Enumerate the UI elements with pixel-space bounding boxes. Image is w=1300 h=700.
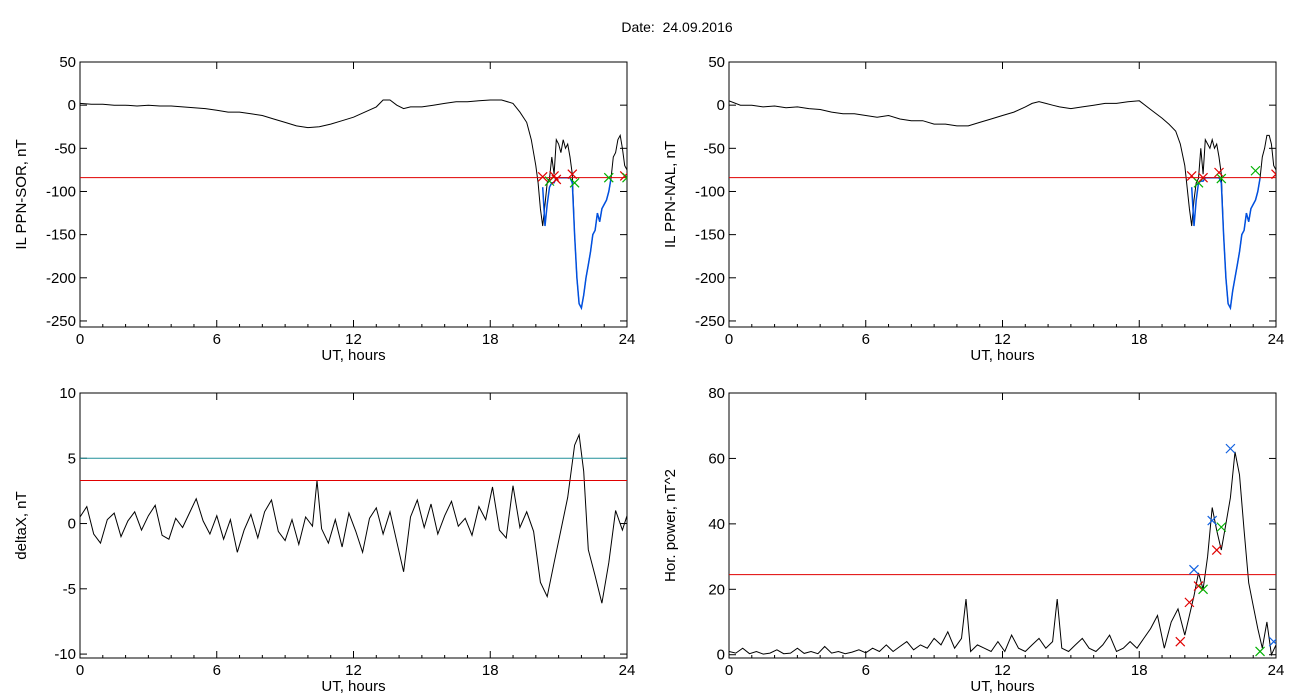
x-tick-label: 24 — [1268, 331, 1285, 348]
y-axis-label: IL PPN-NAL, nT — [662, 141, 679, 248]
plot-area — [729, 443, 1276, 657]
event-marker — [1216, 173, 1227, 184]
plot-area — [80, 432, 627, 604]
event-marker — [551, 174, 562, 185]
chart-panel-2: 0 6 12 18 24 50 0 -50 -100 -150 -200 -250 UT, hours I… — [662, 54, 1284, 364]
x-tick-label: 0 — [725, 331, 733, 348]
event-marker — [1216, 522, 1227, 533]
x-tick-label: 12 — [345, 331, 362, 348]
x-axis-label: UT, hours — [321, 678, 385, 695]
event-marker — [1211, 545, 1222, 555]
x-tick-label: 24 — [619, 331, 636, 348]
y-tick-label: 0 — [717, 97, 725, 114]
plot-frame — [728, 61, 1277, 328]
event-marker — [567, 169, 578, 180]
y-tick-label: 80 — [708, 385, 725, 402]
x-tick-label: 6 — [213, 662, 221, 679]
x-tick-label: 6 — [862, 331, 870, 348]
y-tick-label: -50 — [703, 140, 725, 157]
y-tick-label: 50 — [708, 54, 725, 71]
x-tick-label: 12 — [994, 331, 1011, 348]
x-tick-label: 12 — [345, 662, 362, 679]
event-marker — [537, 171, 548, 182]
x-tick-label: 18 — [482, 662, 499, 679]
y-tick-label: -50 — [54, 140, 76, 157]
event-marker — [1189, 564, 1199, 575]
event-marker — [1225, 443, 1236, 454]
chart-panel-1: 0 6 12 18 24 50 0 -50 -100 -150 -200 -250 UT, hours I… — [13, 54, 635, 364]
x-tick-label: 18 — [1131, 662, 1148, 679]
y-tick-label: -150 — [46, 227, 76, 244]
y-tick-label: -250 — [46, 313, 76, 330]
series-line — [729, 100, 1276, 310]
y-axis-label: deltaX, nT — [13, 491, 30, 559]
ppn-series-line — [541, 176, 612, 311]
y-tick-label: -250 — [695, 313, 725, 330]
y-tick-label: -200 — [695, 270, 725, 287]
series-line — [80, 99, 627, 310]
y-tick-label: 0 — [717, 647, 725, 664]
x-tick-label: 18 — [1131, 331, 1148, 348]
y-tick-label: -10 — [54, 646, 76, 663]
event-marker — [622, 172, 627, 183]
x-axis-label: UT, hours — [970, 678, 1034, 695]
y-tick-label: -5 — [63, 581, 76, 598]
plot-area — [80, 99, 627, 311]
event-marker — [1250, 165, 1261, 176]
event-marker — [569, 177, 580, 188]
y-tick-label: -100 — [695, 183, 725, 200]
y-tick-label: 50 — [59, 54, 76, 71]
y-tick-label: 40 — [708, 516, 725, 533]
y-tick-label: 0 — [68, 516, 76, 533]
y-axis-label: IL PPN-SOR, nT — [13, 139, 30, 249]
event-marker — [1268, 636, 1276, 647]
x-axis-label: UT, hours — [321, 347, 385, 364]
plot-frame — [79, 61, 628, 328]
x-axis-label: UT, hours — [970, 347, 1034, 364]
x-tick-label: 12 — [994, 662, 1011, 679]
x-tick-label: 0 — [725, 662, 733, 679]
y-tick-label: -200 — [46, 270, 76, 287]
y-tick-label: -100 — [46, 183, 76, 200]
ppn-series-line — [1190, 176, 1261, 311]
page-title: Date: 24.09.2016 — [621, 19, 733, 35]
event-marker — [1198, 584, 1208, 595]
y-tick-label: 60 — [708, 450, 725, 467]
x-tick-label: 0 — [76, 662, 84, 679]
y-tick-label: 0 — [68, 97, 76, 114]
x-tick-label: 18 — [482, 331, 499, 348]
y-tick-label: 5 — [68, 450, 76, 467]
y-axis-label: Hor. power, nT^2 — [662, 469, 679, 582]
plot-frame — [728, 392, 1277, 659]
x-tick-label: 6 — [862, 662, 870, 679]
event-marker — [1193, 581, 1204, 591]
event-marker — [1198, 172, 1208, 183]
y-tick-label: -150 — [695, 227, 725, 244]
x-tick-label: 24 — [1268, 662, 1285, 679]
series-line — [80, 432, 627, 604]
event-marker — [1175, 636, 1186, 647]
plot-area — [729, 100, 1276, 311]
chart-panel-4: 0 6 12 18 24 80 60 40 20 0 UT, hours Hor. power, nT… — [662, 385, 1284, 695]
event-marker — [1214, 167, 1224, 178]
y-tick-label: 10 — [59, 385, 76, 402]
event-marker — [1271, 169, 1276, 180]
x-tick-label: 6 — [213, 331, 221, 348]
event-marker — [603, 172, 614, 183]
y-tick-label: 20 — [708, 581, 725, 598]
event-marker — [1207, 515, 1218, 526]
series-line — [729, 451, 1276, 657]
x-tick-label: 24 — [619, 662, 636, 679]
chart-panel-3: 0 6 12 18 24 10 5 0 -5 -10 UT, hours deltaX, nT — [13, 385, 635, 695]
event-marker — [1255, 646, 1265, 657]
x-tick-label: 0 — [76, 331, 84, 348]
event-marker — [1184, 597, 1195, 608]
